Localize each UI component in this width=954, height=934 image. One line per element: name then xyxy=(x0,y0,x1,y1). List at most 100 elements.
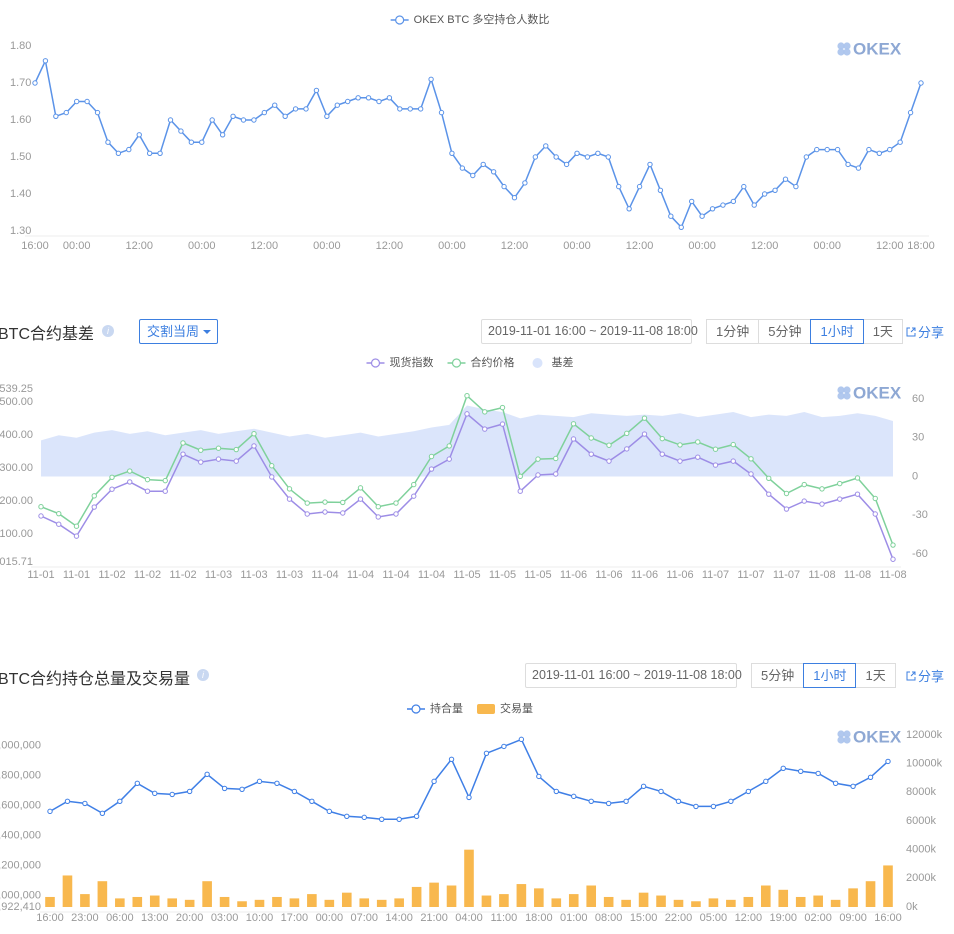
info-icon[interactable]: i xyxy=(102,325,114,337)
y-tick-label: 1.50 xyxy=(10,151,31,163)
y2-tick-label: 4000k xyxy=(906,844,936,856)
watermark: OKEX xyxy=(837,383,902,402)
panel-title: BTC合约持仓总量及交易量 xyxy=(0,671,191,688)
x-tick-label: 03:00 xyxy=(211,912,239,924)
y-tick-label: 7,600,000 xyxy=(0,799,41,811)
point xyxy=(605,800,612,807)
point xyxy=(709,206,716,212)
point xyxy=(748,456,754,462)
point xyxy=(677,458,683,464)
point xyxy=(584,154,591,160)
interval-button[interactable]: 1分钟 xyxy=(706,319,760,344)
point xyxy=(872,495,878,502)
panel-title: BTC合约基差 xyxy=(0,326,95,343)
bar xyxy=(568,894,579,907)
share-label: 分享 xyxy=(918,325,945,340)
point xyxy=(588,435,594,441)
point xyxy=(887,146,893,153)
interval-button[interactable]: 1天 xyxy=(862,319,903,344)
point xyxy=(647,161,653,168)
point xyxy=(286,496,293,502)
point xyxy=(411,493,417,499)
point xyxy=(428,76,434,83)
interval-button[interactable]: 5分钟 xyxy=(751,663,805,688)
point xyxy=(872,511,878,517)
info-icon[interactable]: i xyxy=(197,669,209,681)
y-tick-label: 7,400,000 xyxy=(0,829,41,841)
y2-tick-label: 0k xyxy=(906,901,918,913)
point xyxy=(334,102,340,108)
point xyxy=(313,87,320,94)
x-tick-label: 11-04 xyxy=(347,569,374,581)
y-tick-label: 7,800,000 xyxy=(0,769,41,781)
point xyxy=(109,486,115,492)
bar xyxy=(289,898,300,907)
share-button[interactable]: 分享 xyxy=(906,322,944,341)
point xyxy=(91,493,97,499)
point xyxy=(780,765,786,772)
point xyxy=(261,109,268,116)
x-tick-label: 11-07 xyxy=(702,569,729,581)
x-tick-label: 15:00 xyxy=(630,912,658,924)
share-button[interactable]: 分享 xyxy=(906,666,944,685)
point xyxy=(105,139,111,145)
date-range[interactable]: 2019-11-01 16:00 ~ 2019-11-08 18:00 xyxy=(481,319,698,344)
point xyxy=(688,198,695,205)
y-tick-label: 9500.00 xyxy=(0,396,33,408)
interval-group: 1分钟 5分钟 1小时 1天 xyxy=(706,319,903,344)
point xyxy=(693,803,699,810)
point xyxy=(178,128,184,134)
y2-tick-label: -30 xyxy=(912,509,928,521)
bar xyxy=(237,901,247,907)
point xyxy=(606,442,612,448)
bar xyxy=(726,899,736,907)
bar xyxy=(516,884,527,907)
x-tick-label: 21:00 xyxy=(420,912,448,924)
interval-button[interactable]: 5分钟 xyxy=(758,319,812,344)
x-tick-label: 12:00 xyxy=(735,912,763,924)
x-tick-label: 11-03 xyxy=(205,569,232,581)
point xyxy=(162,477,168,484)
date-range[interactable]: 2019-11-01 16:00 ~ 2019-11-08 18:00 xyxy=(525,663,742,688)
interval-button[interactable]: 1天 xyxy=(855,663,896,688)
x-tick-label: 20:00 xyxy=(176,912,204,924)
point xyxy=(428,453,435,460)
x-tick-label: 11:00 xyxy=(491,912,518,924)
x-tick-label: 11-02 xyxy=(134,569,161,581)
point xyxy=(204,771,210,778)
point xyxy=(677,442,683,448)
bar xyxy=(97,881,108,907)
y-tick-label: 9100.00 xyxy=(0,528,33,540)
contract-dropdown[interactable]: 交割当周 xyxy=(139,319,219,344)
point xyxy=(42,58,49,64)
point xyxy=(144,476,151,483)
legend-marker xyxy=(532,358,543,368)
point xyxy=(897,139,903,145)
point xyxy=(272,102,278,108)
x-tick-label: 00:00 xyxy=(316,912,344,924)
point xyxy=(393,511,399,517)
point xyxy=(38,504,44,510)
interval-button[interactable]: 1小时 xyxy=(803,663,857,688)
point xyxy=(499,404,506,411)
point xyxy=(375,514,381,520)
point xyxy=(326,808,333,815)
point xyxy=(866,146,872,153)
point xyxy=(286,486,293,492)
point xyxy=(763,778,769,785)
point xyxy=(322,499,328,505)
legend-item: 合约价格 xyxy=(447,355,515,369)
interval-button[interactable]: 1小时 xyxy=(810,319,864,344)
point xyxy=(798,768,804,775)
x-tick-label: 22:00 xyxy=(665,912,693,924)
x-tick-label: 00:00 xyxy=(438,240,466,252)
point xyxy=(186,788,193,795)
point xyxy=(274,780,280,787)
y2-tick-label: 0 xyxy=(912,470,918,482)
share-icon xyxy=(906,327,916,336)
point xyxy=(501,743,507,750)
x-tick-label: 11-06 xyxy=(631,569,658,581)
y-tick-label: 1.40 xyxy=(10,188,31,200)
legend-marker xyxy=(411,704,421,714)
point xyxy=(876,150,883,157)
